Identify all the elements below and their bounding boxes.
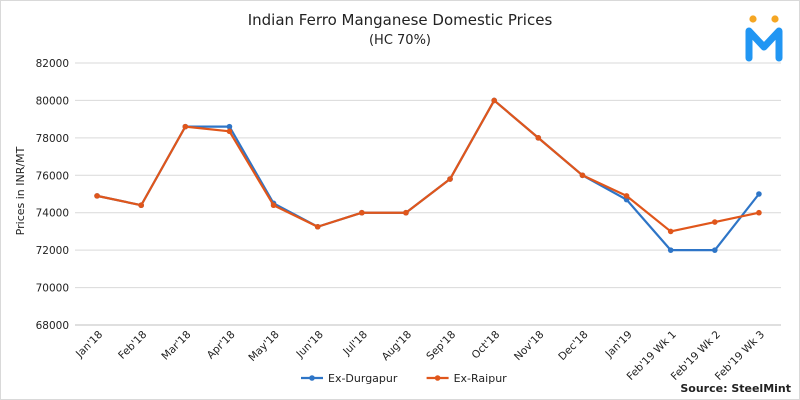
x-tick-label: Sep'18 [424, 329, 458, 363]
y-tick-label: 68000 [36, 320, 69, 332]
x-tick-label: Apr'18 [205, 329, 238, 362]
x-tick-label: Jun'18 [294, 329, 326, 361]
y-tick-label: 70000 [36, 283, 69, 295]
data-point [270, 202, 277, 209]
data-point [359, 209, 365, 216]
logo-dot-right [771, 15, 779, 23]
x-tick-label: Nov'18 [512, 329, 546, 363]
grid-lines [75, 62, 781, 326]
y-tick-label: 72000 [36, 245, 69, 257]
data-point [579, 172, 586, 179]
x-tick-label: Jan'19 [603, 329, 635, 361]
x-tick-label: Feb'18 [116, 329, 149, 362]
data-point [226, 123, 233, 130]
series-line [96, 99, 760, 233]
x-tick-label: Dec'18 [556, 329, 590, 363]
data-point [756, 209, 762, 216]
y-tick-label: 74000 [36, 208, 69, 220]
source-note: Source: SteelMint [680, 382, 791, 395]
legend-swatch-marker [434, 375, 441, 381]
x-tick-label: May'18 [246, 329, 281, 364]
legend: Ex-Durgapur Ex-Raipur [301, 372, 507, 385]
x-tick-label: Mar'18 [159, 329, 193, 363]
y-axis: 68000 70000 72000 74000 76000 78000 80000 82000 [36, 58, 69, 332]
chart-title: Indian Ferro Manganese Domestic Prices [248, 11, 553, 29]
data-point [667, 247, 674, 253]
data-point [182, 123, 189, 130]
data-point [314, 223, 321, 230]
data-point [712, 219, 718, 225]
data-point [491, 97, 497, 104]
data-point [403, 209, 409, 216]
data-point [535, 135, 542, 141]
y-tick-label: 76000 [36, 170, 69, 182]
chart-subtitle: (HC 70%) [369, 33, 431, 48]
x-tick-label: Oct'18 [469, 329, 502, 362]
data-point [756, 191, 762, 197]
x-tick-label: Aug'18 [380, 329, 414, 363]
data-point [138, 202, 144, 209]
y-tick-label: 82000 [36, 58, 69, 70]
brand-logo [745, 15, 783, 62]
data-point [712, 247, 718, 253]
data-point [667, 228, 674, 235]
x-tick-label: Jul'18 [340, 329, 370, 359]
logo-dot-left [749, 15, 757, 23]
data-point [447, 176, 453, 182]
y-axis-label: Prices in INR/MT [14, 146, 27, 235]
logo-letter-m [745, 27, 783, 62]
legend-label: Ex-Raipur [454, 372, 508, 385]
series-group [94, 97, 762, 253]
data-point [623, 193, 630, 199]
y-tick-label: 78000 [36, 133, 69, 145]
legend-item: Ex-Durgapur [301, 372, 398, 385]
data-point [226, 128, 233, 135]
x-axis: Jan'18 Feb'18 Mar'18 Apr'18 May'18 Jun'18 Jul'… [73, 324, 781, 383]
legend-label: Ex-Durgapur [328, 372, 398, 385]
legend-item: Ex-Raipur [426, 372, 508, 385]
series-ex-raipur [94, 97, 762, 235]
data-point [94, 193, 100, 199]
y-tick-label: 80000 [36, 95, 69, 107]
x-tick-label: Jan'18 [73, 329, 105, 361]
legend-swatch-marker [309, 375, 315, 381]
